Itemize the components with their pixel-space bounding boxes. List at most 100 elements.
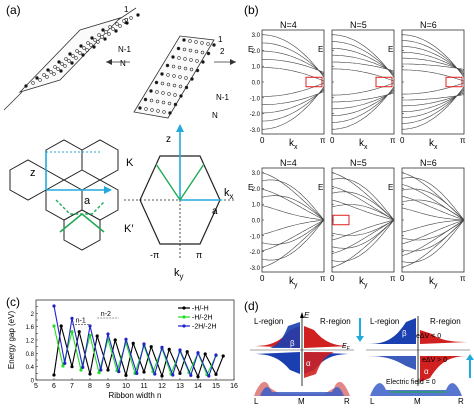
ribbon-left-label-n: N xyxy=(120,59,126,68)
band-line xyxy=(331,191,395,221)
series-point-2 xyxy=(124,337,128,341)
lattice-atom xyxy=(201,60,205,64)
bz-pi-label: π xyxy=(196,250,202,260)
series-point-2 xyxy=(63,361,67,365)
ribbon-left xyxy=(18,13,140,93)
lattice-atom xyxy=(138,106,142,110)
band-line xyxy=(261,188,325,221)
ribbon-left-axis-arrow-upper xyxy=(117,7,137,21)
lattice-atom xyxy=(200,50,205,55)
band-highlight-box xyxy=(445,76,463,88)
band-line xyxy=(331,204,395,221)
band-xtick-0: 0 xyxy=(260,274,265,283)
band-line xyxy=(401,177,465,221)
band-xtick-pi: π xyxy=(390,274,396,283)
right-efield-label: Electric field = 0 xyxy=(386,379,436,386)
panel-b-label: (b) xyxy=(244,3,259,17)
lattice-atom xyxy=(156,109,160,113)
band-xtick-pi: π xyxy=(320,136,326,145)
band-ytick-label: -1.0 xyxy=(250,234,261,240)
lattice-atom xyxy=(171,55,175,59)
ribbon-right-label-n: N xyxy=(212,111,218,120)
band-line xyxy=(401,172,465,221)
lattice-atom xyxy=(104,30,108,34)
lattice-atom xyxy=(195,68,200,73)
lattice-atom xyxy=(67,59,71,63)
band-line xyxy=(331,92,395,103)
lattice-atom xyxy=(195,59,199,63)
lattice-atom xyxy=(79,44,83,48)
left-l-region: L-region xyxy=(254,317,283,326)
band-line xyxy=(332,89,395,116)
band-xtick-pi: π xyxy=(460,136,466,145)
right-l-region: L-region xyxy=(370,317,399,326)
band-xlabel: ky xyxy=(429,276,438,289)
band-line xyxy=(261,219,325,261)
band-xtick-0: 0 xyxy=(260,136,265,145)
band-line xyxy=(401,86,465,130)
lattice-atom xyxy=(78,51,82,55)
lattice-atom xyxy=(178,84,183,89)
lattice-atom xyxy=(49,70,53,74)
band-xtick-pi: π xyxy=(460,274,466,283)
series-point-0 xyxy=(142,370,146,374)
lattice-atom xyxy=(125,21,129,25)
series-point-0 xyxy=(124,373,128,377)
series-point-0 xyxy=(131,341,135,345)
band-line xyxy=(261,205,325,221)
lattice-atom xyxy=(103,37,107,41)
band-line xyxy=(261,219,325,245)
lattice-atom xyxy=(93,38,97,42)
right-dv-positive: eΔV > 0 xyxy=(422,357,447,364)
band-xlabel: ky xyxy=(359,276,368,289)
series-point-2 xyxy=(196,351,200,355)
ribbon-right xyxy=(133,35,216,119)
series-point-2 xyxy=(99,368,103,372)
lattice-atom xyxy=(52,72,56,76)
band-line xyxy=(332,68,395,82)
left-ef-label: EF xyxy=(342,343,351,352)
series-point-1 xyxy=(88,333,92,337)
series-point-1 xyxy=(97,371,101,375)
lattice-atom xyxy=(45,75,49,79)
lattice-atom xyxy=(167,92,171,96)
lattice-atom xyxy=(161,91,165,95)
real-space-green-vector-a xyxy=(59,213,83,233)
lattice-atom xyxy=(167,101,172,106)
series-point-2 xyxy=(52,304,56,308)
lattice-atom xyxy=(155,90,159,94)
ribbon-right-label-1: 1 xyxy=(218,35,223,44)
y-tick-label: 0.4 xyxy=(26,365,35,371)
lattice-atom xyxy=(143,97,148,102)
lattice-atom xyxy=(177,65,182,70)
real-space-a-label: a xyxy=(84,195,91,207)
bz-astar-label: a xyxy=(212,206,218,217)
x-axis-label: Ribbon width n xyxy=(109,391,162,400)
band-line xyxy=(401,69,465,82)
lattice-atom xyxy=(173,102,178,107)
band-xlabel: kx xyxy=(289,138,298,151)
lattice-atom xyxy=(172,83,177,88)
band-line xyxy=(332,88,395,123)
lattice-atom xyxy=(182,47,187,52)
brillouin-zone xyxy=(124,124,236,258)
series-point-0 xyxy=(70,365,74,369)
band-plot-title: N=4 xyxy=(280,158,297,168)
real-space-green-vector-b xyxy=(81,213,105,233)
band-line xyxy=(262,82,325,97)
series-point-0 xyxy=(149,345,153,349)
lattice-atom xyxy=(162,110,166,114)
lattice-atom xyxy=(184,85,189,90)
right-dv-negative: eΔV < 0 xyxy=(416,333,441,340)
panel-d: (d) L-region R-region E EF β α L M R xyxy=(240,296,474,406)
x-tick-label: 13 xyxy=(176,383,184,390)
band-structure-panels: (b) N=43.02.01.00.0-1.0-2.0-3.0E0 πkxN=5E… xyxy=(244,3,466,289)
series-point-1 xyxy=(70,330,74,334)
x-tick-label: 12 xyxy=(158,383,166,390)
band-ylabel: E xyxy=(388,183,393,192)
lattice-atom xyxy=(194,40,198,44)
ribbon-right-label-2: 2 xyxy=(220,47,225,56)
band-line xyxy=(331,219,395,268)
lattice-atom xyxy=(86,41,90,45)
band-ytick-label: -3.0 xyxy=(250,128,261,134)
